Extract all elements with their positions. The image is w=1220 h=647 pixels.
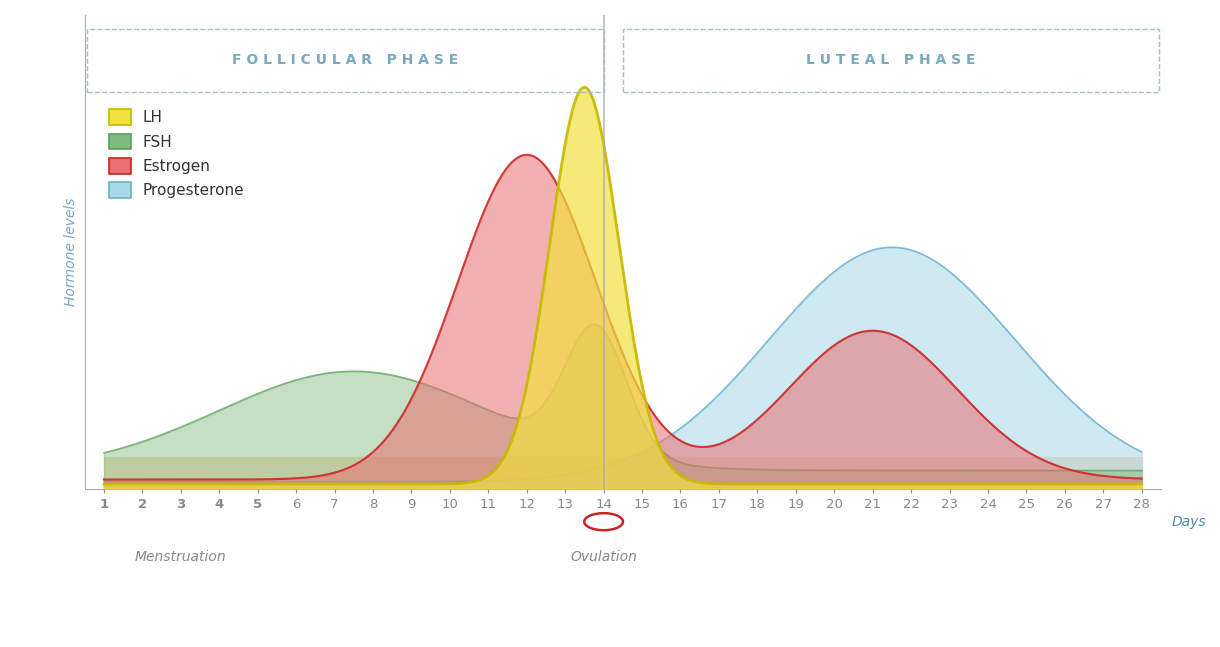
Text: Menstruation: Menstruation xyxy=(135,550,227,564)
Legend: LH, FSH, Estrogen, Progesterone: LH, FSH, Estrogen, Progesterone xyxy=(104,103,250,204)
Text: Ovulation: Ovulation xyxy=(570,550,637,564)
Text: L U T E A L   P H A S E: L U T E A L P H A S E xyxy=(806,53,976,67)
Y-axis label: Hormone levels: Hormone levels xyxy=(63,197,78,306)
Text: F O L L I C U L A R   P H A S E: F O L L I C U L A R P H A S E xyxy=(232,53,459,67)
Text: Days: Days xyxy=(1171,514,1207,529)
